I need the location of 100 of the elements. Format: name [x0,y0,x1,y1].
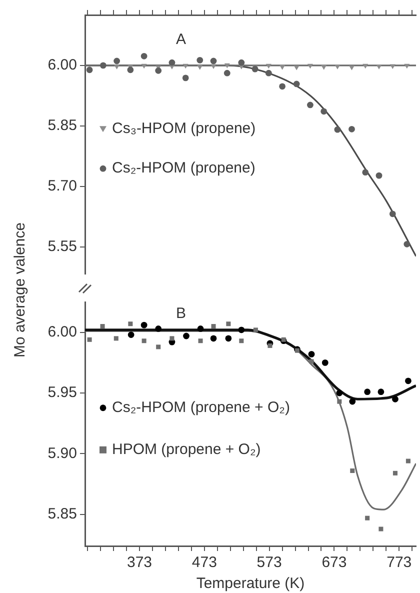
point [266,64,272,69]
y-tick-label: 5.90 [48,444,77,462]
point [198,338,203,344]
chart-title: B [176,305,186,322]
y-tick-label: 5.55 [48,238,77,256]
point [334,126,341,133]
line-series [85,328,416,400]
point [128,322,133,326]
point [168,59,176,66]
point [362,64,368,69]
point [210,64,216,70]
point [362,169,369,176]
point [197,326,204,332]
y-tick-label: 6.00 [48,323,77,340]
point [268,343,272,348]
point [364,388,371,396]
y-tick-label: 5.95 [48,384,77,402]
point [307,64,313,69]
point [348,126,355,132]
y-axis-title: Mo average valence [12,222,28,358]
point [404,240,410,248]
point [226,322,231,326]
point [197,65,203,70]
point [406,458,410,464]
point [348,65,355,70]
point [238,59,245,66]
x-tick-label: 773 [386,554,412,572]
point [114,64,120,70]
legend-label: Cs₂-HPOM (propene + O₂) [112,399,290,416]
point [114,336,118,341]
point [140,322,148,328]
point [253,328,258,332]
point [378,388,384,396]
point [308,351,315,358]
point [155,326,162,332]
point [114,58,120,64]
point [307,102,314,108]
point [279,83,286,90]
point [378,526,384,532]
point [127,66,134,74]
point [390,64,396,70]
point [294,65,300,70]
text: A [176,31,186,48]
point [210,58,217,64]
y-tick-label: 5.85 [48,117,77,134]
point [404,64,410,69]
point [87,337,92,342]
point [196,56,204,64]
point [376,64,382,70]
point [141,64,147,69]
point [280,65,286,70]
legend-label: Cs₂-HPOM (propene) [112,160,256,177]
point [320,108,328,115]
point [86,66,93,74]
x-tick-label: 373 [127,554,152,572]
y-tick-label: 5.70 [48,178,77,195]
point [100,62,106,69]
point [210,335,217,342]
point [349,398,356,405]
point [392,396,398,402]
x-tick-label: 473 [192,554,217,572]
point [156,344,161,350]
point [155,67,162,74]
point [128,332,134,338]
point [350,468,355,473]
point [321,65,327,70]
point [309,359,314,364]
x-axis-title: Temperature (K) [196,575,305,592]
point [322,359,328,366]
point [376,172,382,179]
point [392,470,398,476]
x-tick-label: 573 [256,554,282,572]
point [238,326,245,334]
y-tick-label: 5.85 [48,506,77,523]
point [182,74,189,82]
point [100,324,105,329]
point [140,52,148,60]
point [224,63,230,68]
point [265,70,272,76]
point [183,332,190,340]
point [389,210,396,218]
point [142,338,146,344]
point [405,378,412,384]
line-series [85,330,416,510]
point [224,70,230,76]
point [182,64,188,69]
x-tick-label: 673 [322,554,347,572]
y-tick-label: 6.00 [48,56,77,74]
point [211,324,216,329]
point [336,390,343,396]
point [337,399,342,404]
point [281,337,286,342]
point [365,516,370,520]
point [170,336,174,341]
legend-label: HPOM (propene + O₂) [112,441,261,458]
point [239,338,244,344]
point [225,335,232,342]
point [293,80,300,88]
legend-label: Cs₃-HPOM (propene) [112,120,256,137]
point [334,64,340,70]
